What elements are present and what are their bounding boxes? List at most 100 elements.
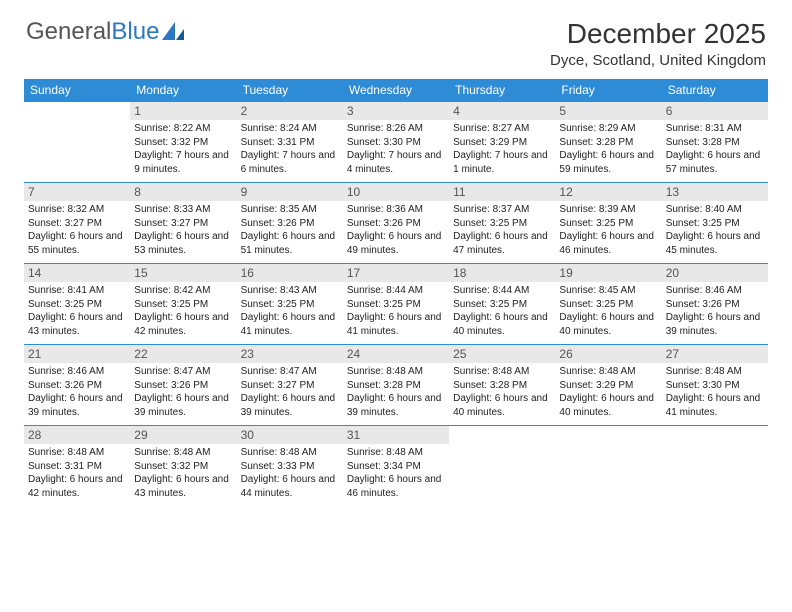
daylight-text: Daylight: 6 hours and 44 minutes. [241, 473, 339, 500]
sunrise-text: Sunrise: 8:40 AM [666, 203, 764, 217]
day-cell: 28 Sunrise: 8:48 AMSunset: 3:31 PMDayligh… [24, 426, 130, 507]
title-block: December 2025 Dyce, Scotland, United Kin… [550, 18, 766, 69]
day-number: 17 [343, 264, 449, 282]
logo-text-general: General [26, 18, 111, 46]
sunset-text: Sunset: 3:25 PM [453, 217, 551, 231]
day-info: Sunrise: 8:45 AMSunset: 3:25 PMDaylight:… [559, 284, 657, 338]
week-row: 21Sunrise: 8:46 AMSunset: 3:26 PMDayligh… [24, 345, 768, 426]
day-info: Sunrise: 8:27 AMSunset: 3:29 PMDaylight:… [453, 122, 551, 176]
daylight-text: Daylight: 7 hours and 1 minute. [453, 149, 551, 176]
day-number: 28 [24, 426, 130, 444]
sunrise-text: Sunrise: 8:46 AM [666, 284, 764, 298]
sunrise-text: Sunrise: 8:48 AM [28, 446, 126, 460]
day-info: Sunrise: 8:26 AMSunset: 3:30 PMDaylight:… [347, 122, 445, 176]
dayhead-sunday: Sunday [24, 79, 130, 102]
day-number: 11 [449, 183, 555, 201]
sunset-text: Sunset: 3:28 PM [559, 136, 657, 150]
day-cell: 14 Sunrise: 8:41 AMSunset: 3:25 PMDayligh… [24, 264, 130, 345]
daylight-text: Daylight: 6 hours and 39 minutes. [666, 311, 764, 338]
sunrise-text: Sunrise: 8:47 AM [134, 365, 232, 379]
sunrise-text: Sunrise: 8:45 AM [559, 284, 657, 298]
day-cell: 31 Sunrise: 8:48 AMSunset: 3:34 PMDayligh… [343, 426, 449, 507]
day-info: Sunrise: 8:44 AMSunset: 3:25 PMDaylight:… [453, 284, 551, 338]
day-cell: 30Sunrise: 8:48 AMSunset: 3:33 PMDayligh… [237, 426, 343, 507]
dayhead-tuesday: Tuesday [237, 79, 343, 102]
day-number: 7 [24, 183, 130, 201]
sunrise-text: Sunrise: 8:48 AM [241, 446, 339, 460]
day-info: Sunrise: 8:42 AMSunset: 3:25 PMDaylight:… [134, 284, 232, 338]
sunset-text: Sunset: 3:25 PM [559, 217, 657, 231]
day-info: Sunrise: 8:48 AMSunset: 3:30 PMDaylight:… [666, 365, 764, 419]
day-number: 14 [24, 264, 130, 282]
day-cell: 18Sunrise: 8:44 AMSunset: 3:25 PMDayligh… [449, 264, 555, 345]
daylight-text: Daylight: 6 hours and 39 minutes. [28, 392, 126, 419]
sunset-text: Sunset: 3:31 PM [241, 136, 339, 150]
day-cell: 2Sunrise: 8:24 AMSunset: 3:31 PMDaylight… [237, 102, 343, 183]
daylight-text: Daylight: 6 hours and 40 minutes. [559, 311, 657, 338]
sunrise-text: Sunrise: 8:29 AM [559, 122, 657, 136]
daylight-text: Daylight: 7 hours and 4 minutes. [347, 149, 445, 176]
day-header-row: Sunday Monday Tuesday Wednesday Thursday… [24, 79, 768, 102]
day-info: Sunrise: 8:35 AMSunset: 3:26 PMDaylight:… [241, 203, 339, 257]
sunset-text: Sunset: 3:25 PM [559, 298, 657, 312]
daylight-text: Daylight: 6 hours and 45 minutes. [666, 230, 764, 257]
day-cell: 24Sunrise: 8:48 AMSunset: 3:28 PMDayligh… [343, 345, 449, 426]
dayhead-friday: Friday [555, 79, 661, 102]
week-row: 7Sunrise: 8:32 AMSunset: 3:27 PMDaylight… [24, 183, 768, 264]
day-number: 10 [343, 183, 449, 201]
sunset-text: Sunset: 3:26 PM [28, 379, 126, 393]
day-info: Sunrise: 8:48 AMSunset: 3:31 PMDaylight:… [28, 446, 126, 500]
day-number: 4 [449, 102, 555, 120]
day-number: 31 [343, 426, 449, 444]
daylight-text: Daylight: 6 hours and 39 minutes. [134, 392, 232, 419]
day-cell [662, 426, 768, 507]
daylight-text: Daylight: 6 hours and 40 minutes. [559, 392, 657, 419]
sunrise-text: Sunrise: 8:44 AM [347, 284, 445, 298]
daylight-text: Daylight: 6 hours and 43 minutes. [134, 473, 232, 500]
sunset-text: Sunset: 3:28 PM [347, 379, 445, 393]
daylight-text: Daylight: 6 hours and 53 minutes. [134, 230, 232, 257]
day-number: 25 [449, 345, 555, 363]
daylight-text: Daylight: 7 hours and 6 minutes. [241, 149, 339, 176]
day-info: Sunrise: 8:47 AMSunset: 3:27 PMDaylight:… [241, 365, 339, 419]
day-info: Sunrise: 8:39 AMSunset: 3:25 PMDaylight:… [559, 203, 657, 257]
day-cell: 29Sunrise: 8:48 AMSunset: 3:32 PMDayligh… [130, 426, 236, 507]
sunrise-text: Sunrise: 8:48 AM [453, 365, 551, 379]
sunrise-text: Sunrise: 8:26 AM [347, 122, 445, 136]
sunset-text: Sunset: 3:29 PM [453, 136, 551, 150]
sunset-text: Sunset: 3:27 PM [28, 217, 126, 231]
daylight-text: Daylight: 6 hours and 40 minutes. [453, 311, 551, 338]
sunset-text: Sunset: 3:25 PM [453, 298, 551, 312]
sunrise-text: Sunrise: 8:24 AM [241, 122, 339, 136]
week-row: 1Sunrise: 8:22 AMSunset: 3:32 PMDaylight… [24, 102, 768, 183]
sunset-text: Sunset: 3:30 PM [347, 136, 445, 150]
calendar-table: Sunday Monday Tuesday Wednesday Thursday… [24, 79, 768, 506]
daylight-text: Daylight: 6 hours and 51 minutes. [241, 230, 339, 257]
daylight-text: Daylight: 6 hours and 43 minutes. [28, 311, 126, 338]
daylight-text: Daylight: 6 hours and 57 minutes. [666, 149, 764, 176]
month-title: December 2025 [550, 18, 766, 50]
sunrise-text: Sunrise: 8:33 AM [134, 203, 232, 217]
sunset-text: Sunset: 3:28 PM [453, 379, 551, 393]
day-cell: 9Sunrise: 8:35 AMSunset: 3:26 PMDaylight… [237, 183, 343, 264]
day-number: 19 [555, 264, 661, 282]
day-number: 6 [662, 102, 768, 120]
day-info: Sunrise: 8:41 AMSunset: 3:25 PMDaylight:… [28, 284, 126, 338]
day-cell: 4 Sunrise: 8:27 AMSunset: 3:29 PMDaylight… [449, 102, 555, 183]
day-info: Sunrise: 8:46 AMSunset: 3:26 PMDaylight:… [666, 284, 764, 338]
daylight-text: Daylight: 6 hours and 41 minutes. [241, 311, 339, 338]
day-cell: 8Sunrise: 8:33 AMSunset: 3:27 PMDaylight… [130, 183, 236, 264]
dayhead-wednesday: Wednesday [343, 79, 449, 102]
day-cell: 15Sunrise: 8:42 AMSunset: 3:25 PMDayligh… [130, 264, 236, 345]
day-info: Sunrise: 8:48 AMSunset: 3:28 PMDaylight:… [347, 365, 445, 419]
daylight-text: Daylight: 6 hours and 41 minutes. [666, 392, 764, 419]
day-info: Sunrise: 8:48 AMSunset: 3:34 PMDaylight:… [347, 446, 445, 500]
sunrise-text: Sunrise: 8:37 AM [453, 203, 551, 217]
day-info: Sunrise: 8:48 AMSunset: 3:32 PMDaylight:… [134, 446, 232, 500]
sunrise-text: Sunrise: 8:47 AM [241, 365, 339, 379]
day-cell: 17Sunrise: 8:44 AMSunset: 3:25 PMDayligh… [343, 264, 449, 345]
day-info: Sunrise: 8:31 AMSunset: 3:28 PMDaylight:… [666, 122, 764, 176]
day-cell: 19 Sunrise: 8:45 AMSunset: 3:25 PMDayligh… [555, 264, 661, 345]
sunset-text: Sunset: 3:26 PM [241, 217, 339, 231]
day-cell: 7Sunrise: 8:32 AMSunset: 3:27 PMDaylight… [24, 183, 130, 264]
